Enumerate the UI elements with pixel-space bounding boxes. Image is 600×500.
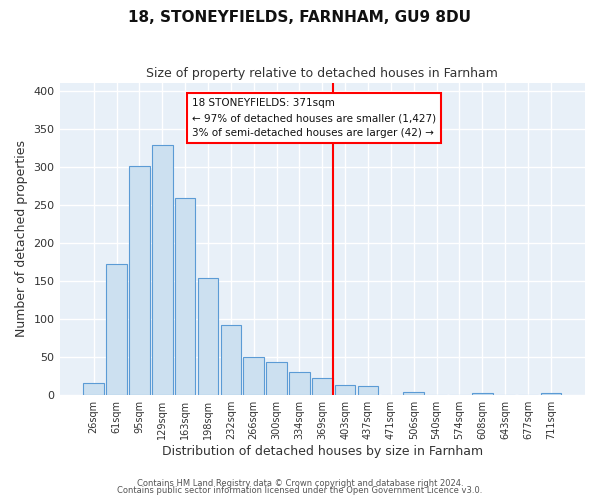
Title: Size of property relative to detached houses in Farnham: Size of property relative to detached ho… [146, 68, 498, 80]
Bar [335, 385, 355, 394]
Text: Contains HM Land Registry data © Crown copyright and database right 2024.: Contains HM Land Registry data © Crown c… [137, 478, 463, 488]
Bar [244, 356, 264, 395]
X-axis label: Distribution of detached houses by size in Farnham: Distribution of detached houses by size … [162, 444, 483, 458]
Bar [106, 264, 127, 394]
Text: 18 STONEYFIELDS: 371sqm
← 97% of detached houses are smaller (1,427)
3% of semi-: 18 STONEYFIELDS: 371sqm ← 97% of detache… [192, 98, 436, 138]
Bar [152, 144, 173, 394]
Bar [472, 393, 493, 394]
Bar [198, 278, 218, 394]
Bar [221, 325, 241, 394]
Bar [129, 166, 150, 394]
Text: 18, STONEYFIELDS, FARNHAM, GU9 8DU: 18, STONEYFIELDS, FARNHAM, GU9 8DU [128, 10, 472, 25]
Text: Contains public sector information licensed under the Open Government Licence v3: Contains public sector information licen… [118, 486, 482, 495]
Bar [266, 362, 287, 394]
Bar [175, 198, 196, 394]
Y-axis label: Number of detached properties: Number of detached properties [15, 140, 28, 338]
Bar [541, 393, 561, 394]
Bar [83, 384, 104, 394]
Bar [312, 378, 332, 394]
Bar [403, 392, 424, 394]
Bar [289, 372, 310, 394]
Bar [358, 386, 378, 394]
